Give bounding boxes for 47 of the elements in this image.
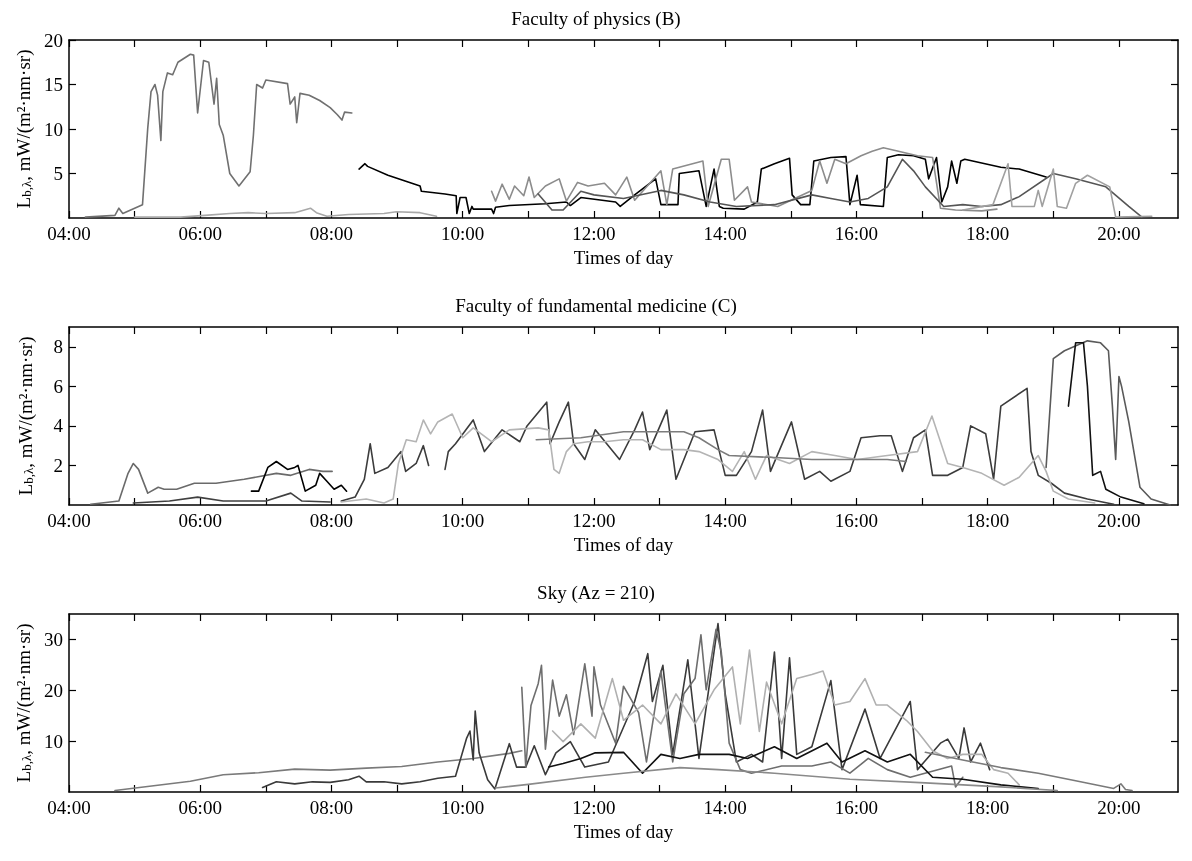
x-tick-label: 12:00	[572, 223, 616, 244]
x-tick-label: 16:00	[834, 797, 879, 818]
x-tick-label: 12:00	[572, 797, 616, 818]
x-tick-label: 10:00	[441, 510, 485, 531]
x-tick-label: 08:00	[309, 510, 354, 531]
y-tick-label: 30	[44, 628, 63, 650]
x-tick-label: 20:00	[1097, 223, 1141, 244]
y-tick-label: 10	[44, 118, 63, 140]
x-axis-title: Times of day	[573, 247, 674, 268]
chart-title: Faculty of physics (B)	[511, 8, 681, 30]
y-tick-label: 20	[44, 29, 63, 51]
x-tick-label: 16:00	[834, 510, 879, 531]
x-tick-label: 10:00	[441, 797, 485, 818]
x-tick-label: 18:00	[966, 223, 1010, 244]
y-axis-title: Lb,λ, mW/(m²·nm·sr)	[13, 623, 36, 783]
y-axis-title: Lb,λ, mW/(m²·nm·sr)	[13, 49, 36, 209]
x-tick-label: 06:00	[178, 797, 222, 818]
y-tick-label: 15	[44, 74, 63, 95]
x-tick-label: 20:00	[1097, 510, 1141, 531]
x-axis-title: Times of day	[573, 821, 674, 842]
x-tick-label: 08:00	[309, 223, 354, 244]
x-tick-label: 18:00	[966, 797, 1010, 818]
x-tick-label: 18:00	[966, 510, 1010, 531]
y-tick-label: 20	[44, 679, 63, 701]
x-tick-label: 12:00	[572, 510, 616, 531]
y-tick-label: 10	[44, 730, 63, 752]
x-tick-label: 06:00	[178, 510, 222, 531]
y-tick-label: 4	[53, 415, 64, 437]
y-tick-label: 5	[53, 163, 63, 184]
x-tick-label: 10:00	[441, 223, 485, 244]
x-axis-title: Times of day	[573, 534, 674, 555]
x-tick-label: 06:00	[178, 223, 222, 244]
x-tick-label: 14:00	[703, 223, 747, 244]
x-tick-label: 08:00	[309, 797, 354, 818]
chart-title: Faculty of fundamental medicine (C)	[455, 295, 737, 317]
y-tick-label: 6	[53, 375, 63, 397]
chart-title: Sky (Az = 210)	[537, 582, 655, 604]
y-tick-label: 8	[53, 336, 63, 358]
x-tick-label: 04:00	[47, 510, 91, 531]
x-tick-label: 20:00	[1097, 797, 1141, 818]
x-tick-label: 04:00	[47, 797, 91, 818]
y-tick-label: 2	[53, 454, 63, 476]
y-axis-title: Lb,λ, mW/(m²·nm·sr)	[15, 336, 37, 496]
x-tick-label: 14:00	[703, 797, 747, 818]
x-tick-label: 04:00	[47, 223, 91, 244]
x-tick-label: 16:00	[834, 223, 879, 244]
x-tick-label: 14:00	[703, 510, 747, 531]
